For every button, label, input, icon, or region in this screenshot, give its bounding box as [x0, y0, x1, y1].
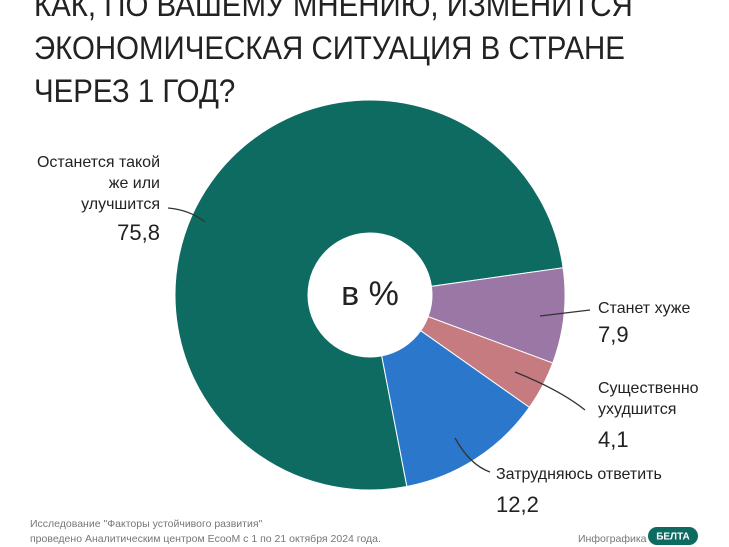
source-note: проведено Аналитическим центром EcooM с …: [30, 533, 381, 545]
donut-segment: [381, 330, 531, 488]
logo-badge: [648, 527, 698, 545]
category-label: Затрудняюсь ответить: [496, 466, 662, 483]
category-label: Останется такой же или улучшится: [36, 154, 160, 213]
leader-line: [454, 437, 491, 473]
logo: БЕЛТА: [656, 532, 690, 543]
value-label: 7,9: [598, 322, 629, 347]
leader-line: [167, 207, 206, 223]
credit: Инфографика: [578, 533, 647, 545]
donut-segment: [174, 99, 564, 491]
leader-lines: [167, 207, 591, 473]
category-label: Станет хуже: [598, 300, 691, 317]
leader-line: [539, 309, 591, 317]
source-note: Исследование "Факторы устойчивого развит…: [30, 518, 263, 530]
center-label: в %: [341, 275, 399, 313]
value-label: 12,2: [496, 492, 539, 517]
value-label: 4,1: [598, 427, 629, 452]
chart-title: КАК, ПО ВАШЕМУ МНЕНИЮ, ИЗМЕНИТСЯ ЭКОНОМИ…: [34, 0, 633, 109]
leader-line: [514, 371, 586, 411]
category-label: Существенно ухудшится: [598, 380, 699, 418]
value-label: 75,8: [117, 220, 160, 245]
